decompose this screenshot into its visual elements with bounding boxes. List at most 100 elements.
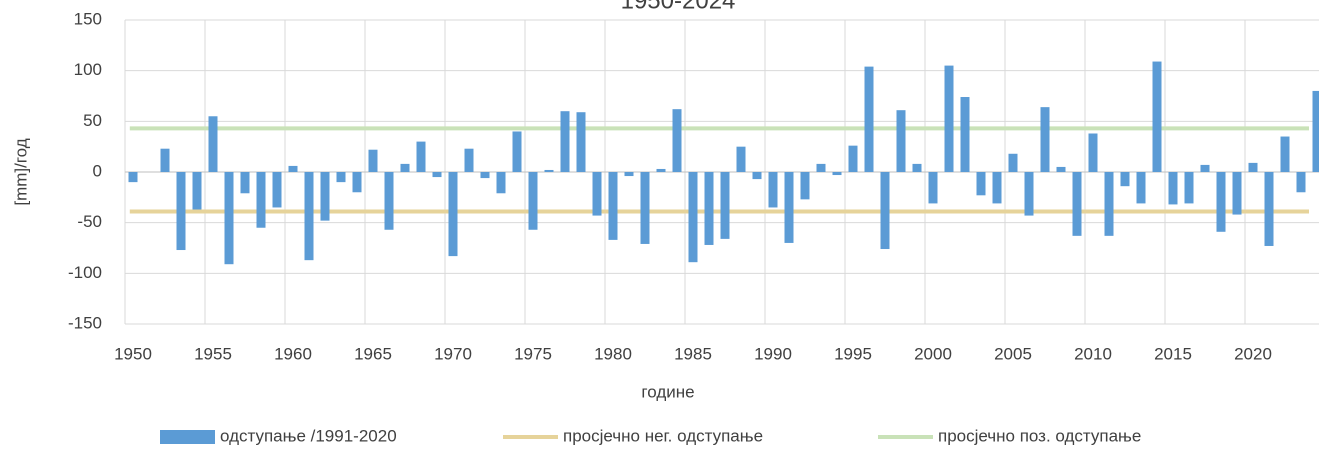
- bar: [1232, 172, 1242, 215]
- bar: [784, 172, 794, 243]
- bar: [1296, 172, 1306, 193]
- bar: [880, 172, 890, 250]
- bar: [944, 65, 954, 172]
- bar: [352, 172, 362, 193]
- bar: [1216, 172, 1226, 232]
- bar: [432, 172, 442, 178]
- bar: [704, 172, 714, 245]
- x-tick-label: 1955: [194, 344, 232, 363]
- bar: [496, 172, 506, 194]
- y-tick-label: 150: [74, 9, 102, 28]
- bar: [160, 148, 170, 172]
- bar: [992, 172, 1002, 204]
- y-tick-label: -50: [77, 212, 102, 231]
- bar: [1104, 172, 1114, 236]
- y-tick-label: -100: [68, 263, 102, 282]
- bar: [912, 163, 922, 172]
- x-tick-label: 1965: [354, 344, 392, 363]
- bar: [832, 172, 842, 176]
- bar: [656, 168, 666, 172]
- bar: [768, 172, 778, 208]
- bar: [1136, 172, 1146, 204]
- bar: [896, 110, 906, 172]
- x-tick-label: 2000: [914, 344, 952, 363]
- bar: [128, 172, 138, 183]
- legend-label: просјечно нег. одступање: [563, 426, 763, 445]
- bar: [464, 148, 474, 172]
- bar: [192, 172, 202, 210]
- x-tick-label: 1980: [594, 344, 632, 363]
- x-tick-label: 1960: [274, 344, 312, 363]
- bar: [1152, 61, 1162, 173]
- bar: [1264, 172, 1274, 246]
- legend-label: одступање /1991-2020: [220, 426, 397, 445]
- bar: [848, 145, 858, 172]
- bar: [384, 172, 394, 230]
- y-tick-label: 100: [74, 60, 102, 79]
- bar: [416, 141, 426, 172]
- bar: [960, 97, 970, 172]
- bar: [480, 172, 490, 179]
- x-tick-label: 1950: [114, 344, 152, 363]
- bar: [720, 172, 730, 239]
- bar: [208, 116, 218, 172]
- x-tick-label: 1985: [674, 344, 712, 363]
- bar: [336, 172, 346, 183]
- bar: [1312, 90, 1319, 172]
- bar: [368, 149, 378, 172]
- bar: [320, 172, 330, 221]
- bar: [1088, 133, 1098, 172]
- bar: [688, 172, 698, 263]
- bar: [1200, 164, 1210, 172]
- bar: [752, 172, 762, 180]
- bar: [256, 172, 266, 228]
- bar: [288, 165, 298, 172]
- bar: [1168, 172, 1178, 205]
- legend-label: просјечно поз. одступање: [938, 426, 1141, 445]
- bar: [240, 172, 250, 194]
- chart-title: 1950-2024: [621, 0, 736, 14]
- y-tick-label: 0: [93, 161, 102, 180]
- bar: [928, 172, 938, 204]
- bar: [272, 172, 282, 208]
- bar: [800, 172, 810, 200]
- bar: [1072, 172, 1082, 236]
- bar: [304, 172, 314, 261]
- x-tick-label: 1970: [434, 344, 472, 363]
- bar: [1120, 172, 1130, 187]
- x-tick-label: 2020: [1234, 344, 1272, 363]
- bar: [176, 172, 186, 251]
- bar: [672, 109, 682, 172]
- y-axis-label: [mm]/год: [11, 138, 30, 205]
- bar: [1056, 166, 1066, 172]
- bar: [512, 131, 522, 172]
- bar: [1024, 172, 1034, 216]
- bar: [528, 172, 538, 230]
- y-tick-label: 50: [83, 111, 102, 130]
- bar: [736, 146, 746, 172]
- x-tick-label: 2005: [994, 344, 1032, 363]
- bar: [544, 169, 554, 172]
- bar: [592, 172, 602, 216]
- x-tick-label: 1990: [754, 344, 792, 363]
- bar: [1040, 107, 1050, 172]
- bar: [1008, 153, 1018, 172]
- bar: [608, 172, 618, 240]
- y-tick-label: -150: [68, 313, 102, 332]
- bar: [640, 172, 650, 244]
- bar: [816, 163, 826, 172]
- x-axis-label: године: [641, 382, 694, 401]
- x-tick-label: 1975: [514, 344, 552, 363]
- bar: [1248, 162, 1258, 172]
- x-tick-label: 2010: [1074, 344, 1112, 363]
- legend-swatch: [160, 430, 215, 444]
- bar: [560, 111, 570, 172]
- bar: [1280, 136, 1290, 172]
- bar: [224, 172, 234, 265]
- bar: [576, 112, 586, 172]
- bar: [1184, 172, 1194, 204]
- x-tick-label: 1995: [834, 344, 872, 363]
- bar: [400, 163, 410, 172]
- bar: [448, 172, 458, 257]
